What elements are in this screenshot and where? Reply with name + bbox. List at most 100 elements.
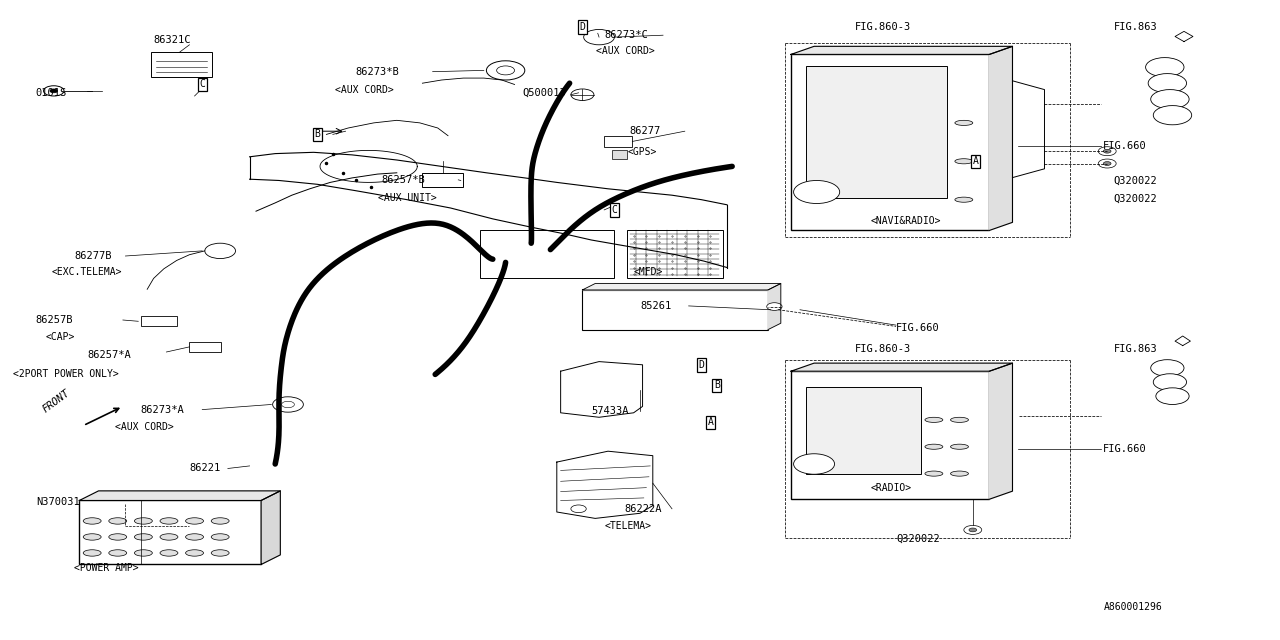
Text: 86273*C: 86273*C (604, 30, 648, 40)
Text: <AUX CORD>: <AUX CORD> (335, 84, 394, 95)
Circle shape (571, 89, 594, 100)
Polygon shape (791, 46, 1012, 54)
Text: <AUX UNIT>: <AUX UNIT> (378, 193, 436, 204)
FancyBboxPatch shape (582, 290, 768, 330)
FancyBboxPatch shape (612, 150, 627, 159)
Ellipse shape (955, 120, 973, 125)
Ellipse shape (925, 471, 943, 476)
Text: B: B (315, 129, 320, 140)
Text: 86257B: 86257B (36, 315, 73, 325)
Text: 85261: 85261 (640, 301, 671, 311)
Text: 86273*A: 86273*A (141, 404, 184, 415)
Ellipse shape (211, 518, 229, 524)
Circle shape (1146, 58, 1184, 77)
Text: <GPS>: <GPS> (627, 147, 657, 157)
Ellipse shape (951, 471, 969, 476)
Ellipse shape (134, 550, 152, 556)
Text: A860001296: A860001296 (1103, 602, 1162, 612)
Polygon shape (582, 284, 781, 290)
Text: <RADIO>: <RADIO> (870, 483, 911, 493)
FancyBboxPatch shape (791, 54, 989, 230)
Ellipse shape (186, 518, 204, 524)
Text: <POWER AMP>: <POWER AMP> (74, 563, 138, 573)
Ellipse shape (951, 444, 969, 449)
Circle shape (1153, 106, 1192, 125)
Circle shape (1151, 90, 1189, 109)
Circle shape (1153, 374, 1187, 390)
Polygon shape (989, 46, 1012, 230)
FancyBboxPatch shape (141, 316, 177, 326)
Text: <EXC.TELEMA>: <EXC.TELEMA> (51, 267, 122, 277)
Text: D: D (699, 360, 704, 370)
Ellipse shape (925, 417, 943, 422)
Ellipse shape (211, 534, 229, 540)
Circle shape (486, 61, 525, 80)
FancyBboxPatch shape (604, 136, 632, 147)
Circle shape (794, 454, 835, 474)
Circle shape (794, 180, 840, 204)
Text: <TELEMA>: <TELEMA> (604, 521, 652, 531)
FancyBboxPatch shape (79, 500, 261, 564)
FancyBboxPatch shape (189, 342, 221, 352)
Text: <MFD>: <MFD> (634, 267, 663, 277)
Circle shape (497, 66, 515, 75)
Circle shape (969, 528, 977, 532)
Text: C: C (200, 79, 205, 90)
Ellipse shape (160, 550, 178, 556)
Circle shape (282, 401, 294, 408)
FancyBboxPatch shape (791, 371, 989, 499)
Text: 0101S: 0101S (36, 88, 67, 98)
Text: C: C (612, 205, 617, 215)
Ellipse shape (109, 534, 127, 540)
Ellipse shape (186, 550, 204, 556)
FancyBboxPatch shape (806, 387, 922, 474)
Circle shape (964, 525, 982, 534)
Ellipse shape (955, 197, 973, 202)
Polygon shape (768, 284, 781, 330)
Circle shape (44, 86, 64, 96)
Circle shape (1151, 360, 1184, 376)
Polygon shape (261, 491, 280, 564)
FancyBboxPatch shape (480, 230, 614, 278)
Text: D: D (580, 22, 585, 32)
Ellipse shape (134, 534, 152, 540)
Text: FIG.863: FIG.863 (1114, 344, 1157, 354)
Text: <AUX CORD>: <AUX CORD> (115, 422, 174, 432)
Ellipse shape (109, 550, 127, 556)
Circle shape (50, 89, 58, 93)
Text: B: B (714, 380, 719, 390)
Circle shape (1098, 147, 1116, 156)
Text: <NAVI&RADIO>: <NAVI&RADIO> (870, 216, 941, 226)
Text: 86277: 86277 (630, 126, 660, 136)
Circle shape (116, 496, 134, 505)
Polygon shape (79, 491, 280, 500)
FancyBboxPatch shape (151, 52, 212, 77)
Text: FIG.863: FIG.863 (1114, 22, 1157, 32)
Text: 86273*B: 86273*B (356, 67, 399, 77)
Text: <AUX CORD>: <AUX CORD> (596, 46, 655, 56)
Text: <CAP>: <CAP> (46, 332, 76, 342)
Text: 57433A: 57433A (591, 406, 628, 416)
Ellipse shape (109, 518, 127, 524)
Text: FIG.660: FIG.660 (896, 323, 940, 333)
Ellipse shape (211, 550, 229, 556)
Polygon shape (989, 363, 1012, 499)
Text: FIG.660: FIG.660 (1103, 444, 1147, 454)
Text: N370031: N370031 (36, 497, 79, 508)
Text: FIG.860-3: FIG.860-3 (855, 22, 911, 32)
Circle shape (584, 29, 614, 45)
Ellipse shape (160, 534, 178, 540)
Text: A: A (973, 156, 978, 166)
Text: 86277B: 86277B (74, 251, 111, 261)
FancyBboxPatch shape (422, 173, 463, 187)
Text: 86221: 86221 (189, 463, 220, 474)
Text: <2PORT POWER ONLY>: <2PORT POWER ONLY> (13, 369, 119, 380)
Ellipse shape (134, 518, 152, 524)
Text: Q320022: Q320022 (1114, 175, 1157, 186)
Text: FRONT: FRONT (41, 388, 72, 415)
Ellipse shape (955, 159, 973, 164)
FancyBboxPatch shape (806, 66, 947, 198)
Circle shape (1103, 149, 1111, 153)
Text: 86222A: 86222A (625, 504, 662, 514)
Circle shape (1103, 161, 1111, 165)
